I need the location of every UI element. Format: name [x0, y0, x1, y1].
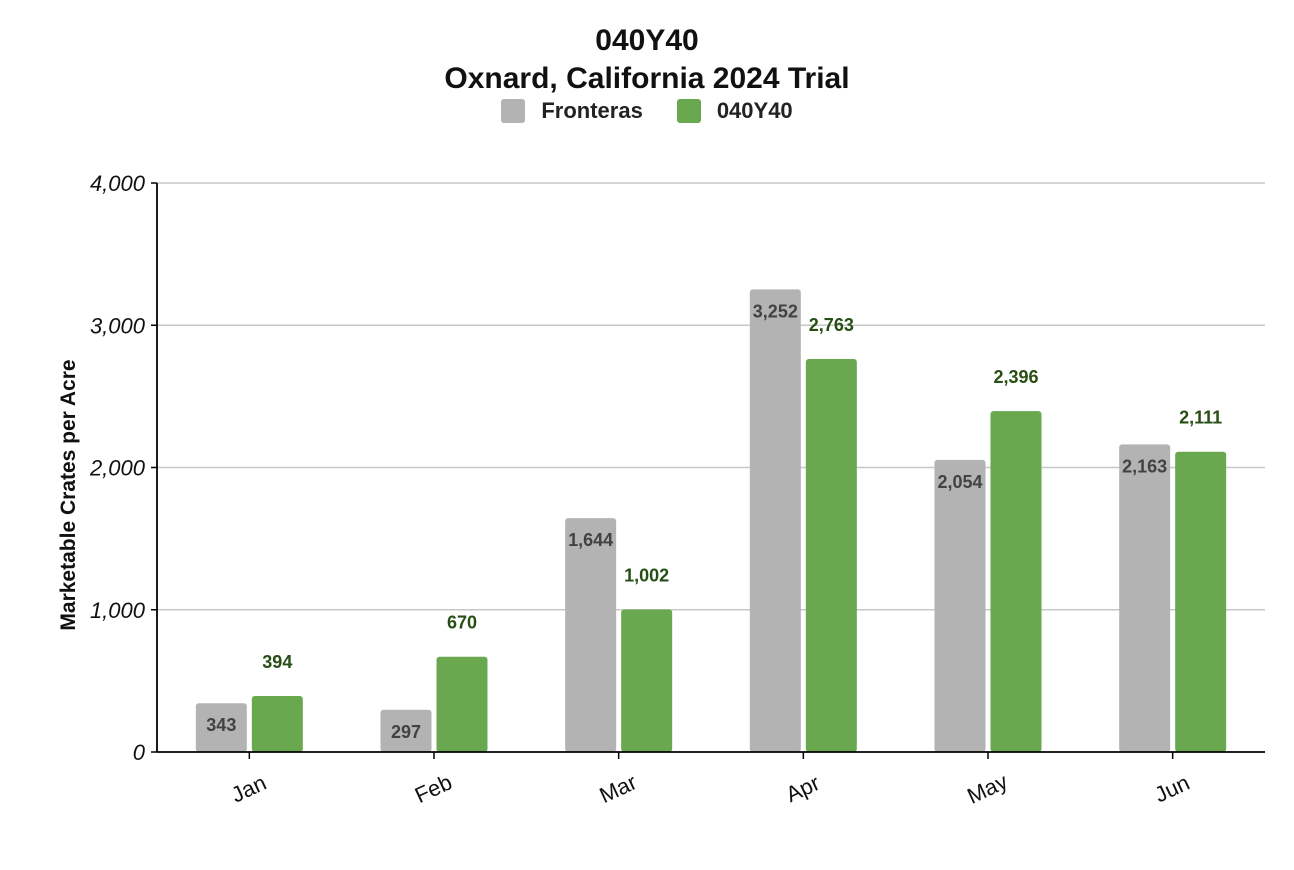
data-label-fronteras: 297 — [391, 722, 421, 742]
bar-040y40-mar — [621, 609, 673, 752]
x-tick-label: Jun — [1151, 770, 1194, 808]
legend-item-040y40: 040Y40 — [676, 98, 793, 124]
bars — [195, 289, 1227, 752]
data-label-fronteras: 3,252 — [753, 301, 798, 321]
x-tick-label: May — [963, 769, 1011, 809]
legend-label-040y40: 040Y40 — [716, 98, 793, 123]
legend-item-fronteras: Fronteras — [501, 98, 643, 124]
chart-title: 040Y40 — [595, 24, 699, 57]
y-tick-label: 0 — [133, 740, 146, 765]
y-tick-label: 3,000 — [90, 313, 146, 338]
bar-fronteras-feb — [380, 709, 432, 752]
bar-fronteras-mar — [565, 518, 617, 752]
bar-040y40-jan — [251, 695, 303, 752]
y-tick-label: 4,000 — [90, 171, 146, 196]
data-label-fronteras: 1,644 — [568, 530, 613, 550]
bar-fronteras-apr — [749, 289, 801, 752]
bar-fronteras-jan — [195, 703, 247, 752]
x-tick-label: Mar — [596, 769, 641, 808]
data-label-fronteras: 2,163 — [1122, 456, 1167, 476]
legend-swatch-fronteras — [501, 99, 526, 123]
data-label-040y40: 1,002 — [624, 565, 669, 585]
chart-titles: 040Y40 Oxnard, California 2024 Trial — [0, 22, 1294, 98]
data-label-fronteras: 2,054 — [937, 472, 982, 492]
y-tick-label: 1,000 — [90, 598, 146, 623]
data-label-040y40: 2,396 — [993, 367, 1038, 387]
bar-040y40-feb — [436, 656, 488, 752]
x-tick-label: Apr — [782, 770, 824, 807]
bar-040y40-may — [990, 411, 1042, 752]
data-label-040y40: 2,763 — [809, 315, 854, 335]
y-tick-label: 2,000 — [89, 456, 146, 481]
data-label-fronteras: 343 — [206, 715, 236, 735]
x-tick-label: Jan — [227, 770, 270, 808]
chart-legend: Fronteras 040Y40 — [0, 98, 1294, 124]
legend-label-fronteras: Fronteras — [541, 98, 643, 123]
bar-fronteras-may — [934, 459, 986, 752]
bar-040y40-apr — [805, 358, 857, 752]
x-tick-label: Feb — [411, 769, 456, 808]
data-label-040y40: 670 — [447, 613, 477, 633]
data-label-040y40: 394 — [262, 652, 292, 672]
bar-040y40-jun — [1175, 451, 1227, 752]
legend-swatch-040y40 — [676, 99, 701, 123]
data-labels: 343 394 297 670 1,644 1,002 3,252 2,763 2,054 2,3… — [206, 301, 1222, 741]
chart-subtitle: Oxnard, California 2024 Trial — [444, 62, 850, 95]
y-axis-title: Marketable Crates per Acre — [57, 359, 80, 630]
gridlines — [157, 182, 1265, 611]
data-label-040y40: 2,111 — [1179, 408, 1222, 428]
bar-fronteras-jun — [1119, 444, 1171, 752]
